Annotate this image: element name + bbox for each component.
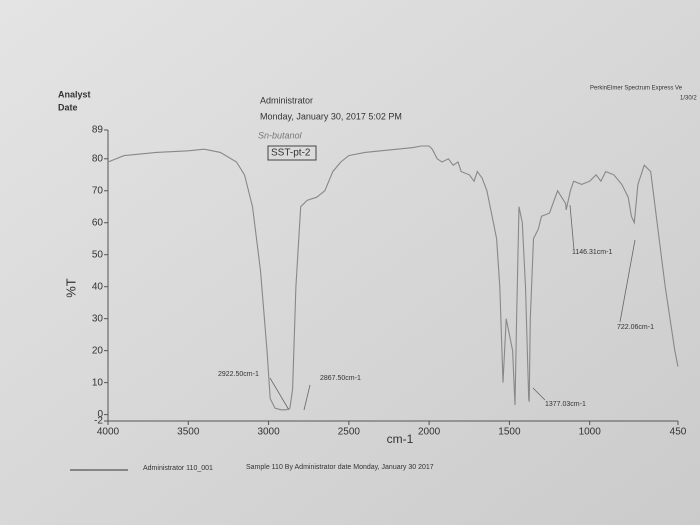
leader-lines <box>269 204 636 411</box>
y-tick-label: 10 <box>92 377 104 388</box>
x-tick-label: 3000 <box>257 427 280 438</box>
peak-label: 1146.31cm-1 <box>572 249 612 256</box>
date-label: Date <box>58 102 78 112</box>
date: Monday, January 30, 2017 5:02 PM <box>260 111 402 121</box>
y-tick-label: -2 <box>94 416 103 427</box>
chart-title: SST-pt-2 <box>271 148 311 159</box>
software-date: 1/30/2 <box>680 96 697 102</box>
peak-label: 1377.03cm-1 <box>545 401 586 408</box>
y-tick-label: 0 <box>97 409 103 420</box>
peak-label: 2922.50cm-1 <box>218 371 259 378</box>
software: PerkinElmer Spectrum Express Ve <box>590 86 683 92</box>
spectrum-line <box>107 145 679 411</box>
footer-file: Administrator 110_001 <box>143 465 213 472</box>
y-axis-label: %T <box>63 278 78 298</box>
x-tick-label: 1500 <box>498 427 521 438</box>
x-tick-label: 4000 <box>97 427 120 438</box>
x-tick-label: 3500 <box>177 427 200 438</box>
x-tick-label: 1000 <box>579 427 602 438</box>
peak-label: 722.06cm-1 <box>617 324 654 331</box>
x-tick-label: 2000 <box>418 427 441 438</box>
y-tick-label: 80 <box>92 153 104 164</box>
x-tick-label: 2500 <box>338 427 361 438</box>
y-tick-label: 20 <box>92 345 104 356</box>
footer-description: Sample 110 By Administrator date Monday,… <box>246 464 434 471</box>
handwritten-note: Sn-butanol <box>258 130 303 140</box>
y-tick-label: 89 <box>92 125 104 136</box>
y-tick-label: 30 <box>92 313 104 324</box>
peak-label: 2867.50cm-1 <box>320 375 361 382</box>
y-tick-label: 40 <box>92 281 104 292</box>
x-tick-label: 450 <box>670 427 687 438</box>
y-tick-label: 60 <box>92 217 104 228</box>
y-tick-label: 70 <box>92 185 104 196</box>
title-box <box>267 145 317 161</box>
analyst-label: Analyst <box>58 89 91 99</box>
y-tick-label: 50 <box>92 249 104 260</box>
x-axis-label: cm-1 <box>387 432 414 446</box>
analyst: Administrator <box>260 95 313 105</box>
